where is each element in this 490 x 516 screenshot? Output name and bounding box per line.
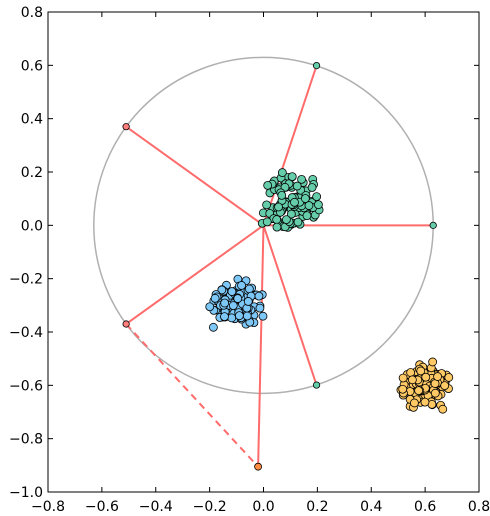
cluster-point [297,174,306,184]
cluster-point [227,287,237,296]
y-tick-label: −0.8 [9,432,43,448]
cluster-point [398,384,408,394]
cluster-point [205,302,215,312]
cluster-point [398,373,408,383]
y-tick-label: −0.2 [9,272,43,288]
spoke-line [262,65,318,226]
spoke-line [125,125,265,227]
y-tick-label: 0.2 [21,165,43,181]
cluster-point [290,197,299,207]
cluster-group [257,168,324,232]
x-tick-label: −0.4 [139,499,173,515]
cluster-point [258,311,268,321]
cluster-point [272,215,282,224]
spoke-line [262,225,318,386]
cluster-point [292,181,302,191]
y-tick-label: 0.0 [21,218,43,234]
cluster-point [287,172,297,182]
spoke-line [125,224,265,325]
cluster-point [242,311,252,321]
cluster-point [293,217,303,227]
cluster-group [205,274,268,332]
cluster-point [433,372,442,381]
cluster-point [210,293,220,303]
cluster-point [277,168,287,177]
x-tick-label: −0.2 [193,499,227,515]
x-tick-label: −0.8 [31,499,65,515]
x-tick-label: 0.2 [306,499,328,515]
cluster-point [220,298,230,308]
cluster-point [243,297,253,306]
cluster-point [262,200,271,210]
cluster-point [444,373,454,382]
y-tick-label: −0.4 [9,325,43,341]
cluster-point [430,388,440,398]
y-tick-label: −1.0 [9,485,43,501]
anchor-point [312,381,321,389]
anchor-point [122,123,130,131]
anchor-point [429,221,437,229]
x-tick-label: −0.6 [85,499,119,515]
cluster-point [302,211,312,221]
cluster-point [304,201,314,210]
cluster-point [421,372,431,382]
cluster-point [255,303,265,313]
spoke-line [257,225,265,467]
x-tick-label: 0.4 [360,499,382,515]
cluster-point [428,357,438,367]
cluster-point [220,312,229,322]
cluster-point [274,202,283,212]
cluster-point [262,217,272,227]
cluster-point [217,285,227,295]
cluster-point [254,291,264,301]
cluster-point [208,322,218,332]
anchor-point [122,320,130,328]
y-tick-label: −0.6 [9,378,43,394]
cluster-point [300,194,310,203]
cluster-point [313,200,323,210]
dashed-link-line [125,323,259,468]
x-tick-label: 0.8 [468,499,490,515]
cluster-point [237,281,246,290]
cluster-point [227,313,237,323]
cluster-point [263,180,273,190]
cluster-point [281,215,291,225]
cluster-point [312,192,322,202]
cluster-point [272,222,282,232]
cluster-point [438,404,448,414]
cluster-point [406,368,416,377]
cluster-group [396,357,454,414]
cluster-point [234,311,244,321]
cluster-point [233,294,243,303]
cluster-point [410,398,419,408]
y-tick-label: 0.8 [21,5,43,21]
cluster-point [228,301,238,311]
cluster-point [277,190,287,200]
anchor-point [312,61,321,70]
cluster-point [416,366,426,376]
cluster-point [307,183,317,192]
cluster-point [420,397,430,407]
cluster-point [244,284,254,294]
x-tick-label: 0.6 [414,499,436,515]
cluster-point [440,381,450,391]
cluster-point [414,386,424,396]
outlier-point [254,462,263,471]
x-tick-label: 0.0 [252,499,274,515]
cluster-point [407,375,417,385]
y-tick-label: 0.4 [21,112,43,128]
y-tick-label: 0.6 [21,58,43,74]
